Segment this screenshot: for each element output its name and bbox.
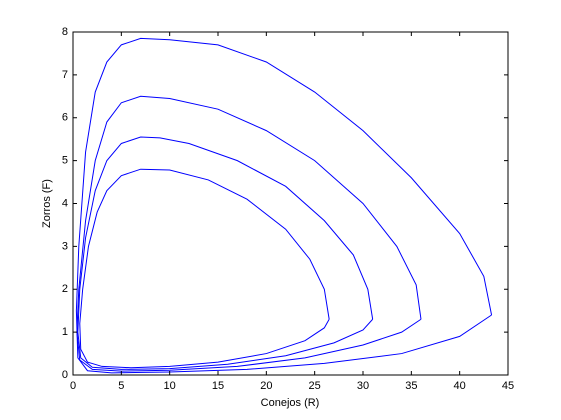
y-tick-label: 6 — [62, 112, 68, 124]
x-tick-label: 40 — [454, 380, 466, 392]
x-tick-label: 10 — [164, 380, 176, 392]
y-tick-label: 8 — [62, 26, 68, 38]
y-tick-label: 7 — [62, 69, 68, 81]
data-line — [75, 37, 493, 374]
x-tick-label: 20 — [260, 380, 272, 392]
x-tick-label: 30 — [357, 380, 369, 392]
x-tick-label: 0 — [70, 380, 76, 392]
y-tick-label: 5 — [62, 155, 68, 167]
x-axis-label: Conejos (R) — [261, 397, 320, 409]
data-line — [77, 136, 374, 370]
y-tick-label: 2 — [62, 283, 68, 295]
axes-box — [72, 31, 509, 376]
data-line — [79, 168, 330, 369]
plot-area — [73, 32, 508, 375]
x-tick-label: 15 — [212, 380, 224, 392]
x-tick-label: 25 — [309, 380, 321, 392]
x-tick-label: 35 — [405, 380, 417, 392]
x-tick-label: 45 — [502, 380, 514, 392]
y-tick-label: 3 — [62, 240, 68, 252]
x-tick-label: 5 — [118, 380, 124, 392]
y-tick-label: 1 — [62, 326, 68, 338]
y-tick-label: 0 — [62, 369, 68, 381]
y-tick-label: 4 — [62, 197, 68, 209]
data-line — [76, 95, 422, 372]
y-axis-label: Zorros (F) — [41, 179, 53, 228]
